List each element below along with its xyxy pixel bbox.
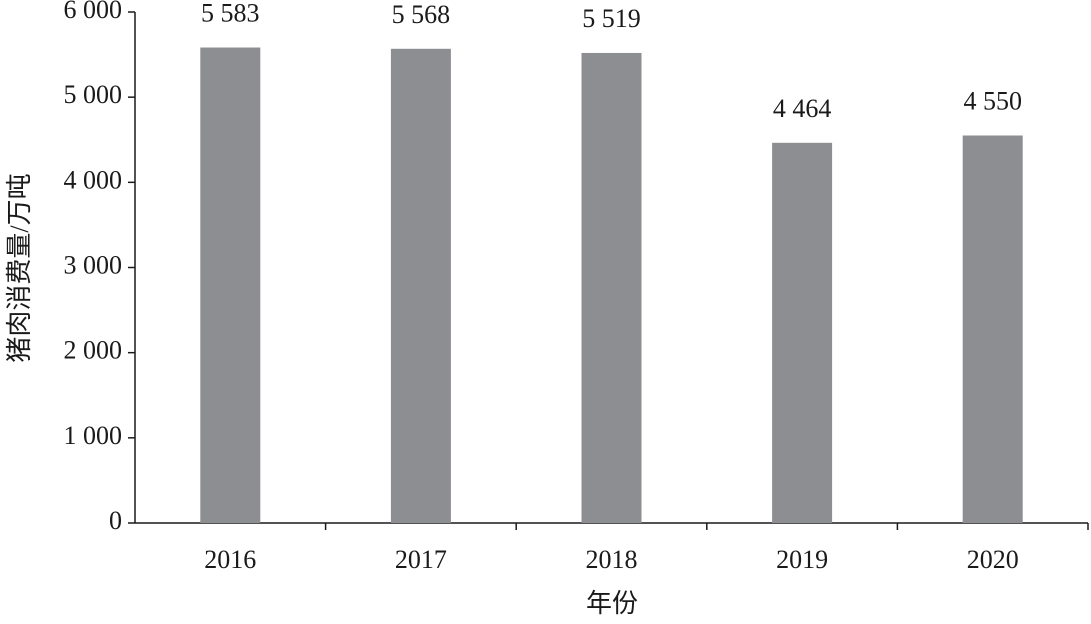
y-tick-label: 2 000 [64, 336, 123, 365]
y-tick-label: 4 000 [64, 165, 123, 194]
y-tick-label: 1 000 [64, 421, 123, 450]
bar [772, 142, 833, 524]
x-tick-label: 2020 [967, 545, 1019, 574]
x-tick-label: 2019 [776, 545, 828, 574]
value-label: 4 464 [773, 94, 832, 123]
x-tick-label: 2018 [586, 545, 638, 574]
y-axis-title: 猪肉消费量/万吨 [5, 173, 34, 362]
y-tick-label: 6 000 [64, 0, 123, 24]
y-tick-label: 3 000 [64, 250, 123, 279]
bar [962, 135, 1023, 523]
bar [581, 52, 642, 523]
bar [200, 47, 261, 524]
x-tick-label: 2016 [204, 545, 256, 574]
bar [390, 48, 451, 524]
x-tick-label: 2017 [395, 545, 447, 574]
value-label: 5 583 [201, 0, 260, 27]
value-label: 4 550 [963, 86, 1022, 115]
x-axis-title: 年份 [586, 589, 638, 618]
y-tick-label: 0 [109, 506, 122, 535]
value-label: 5 568 [392, 0, 451, 29]
value-label: 5 519 [582, 4, 641, 33]
y-tick-label: 5 000 [64, 80, 123, 109]
